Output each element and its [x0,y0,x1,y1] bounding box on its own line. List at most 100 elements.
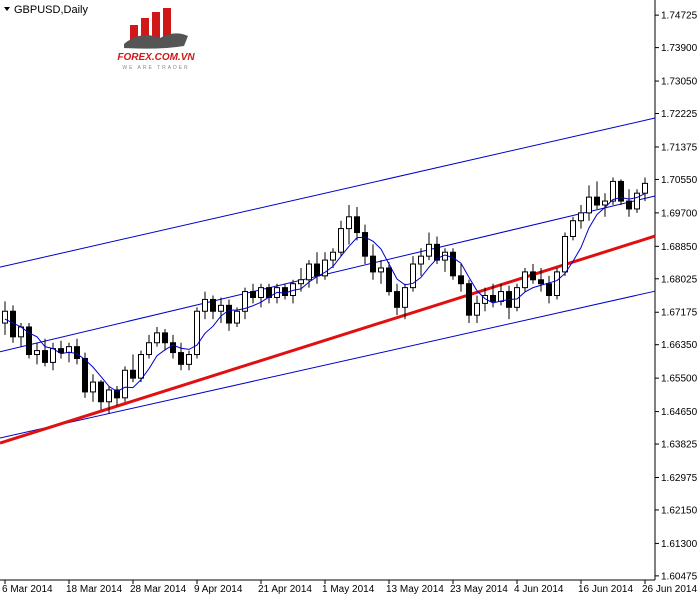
candle-body [378,267,384,273]
candle-body [42,350,48,363]
candle-body [530,271,536,281]
candle-body [298,279,304,285]
candle-body [50,348,56,363]
candle-body [194,310,200,356]
candle-body [466,283,472,316]
candle-body [354,216,360,234]
candle-body [474,302,480,316]
candle-body [250,291,256,298]
candle-body [162,332,168,344]
y-tick-label: 1.68025 [661,274,698,285]
y-tick-label: 1.63825 [661,440,698,451]
candle-body [314,263,320,277]
candle-body [602,200,608,206]
candle-body [322,259,328,277]
candle-body [402,287,408,308]
watermark-logo [124,8,188,49]
candle-body [282,287,288,297]
y-tick-label: 1.69700 [661,208,698,219]
candle-body [562,235,568,273]
candle-body [586,196,592,214]
candle-body [498,291,504,302]
candle-body [2,310,8,324]
candle-body [122,369,128,399]
candle-body [554,271,560,297]
x-tick-label: 13 May 2014 [386,584,444,595]
candle-body [210,298,216,312]
candle-body [58,348,64,354]
candle-body [82,357,88,393]
candle-body [578,212,584,222]
candle-body [426,243,432,257]
y-tick-label: 1.65500 [661,374,698,385]
candle-body [594,196,600,206]
candle-body [346,216,352,230]
candle-body [98,381,104,403]
y-tick-label: 1.62150 [661,505,698,516]
candle-body [306,263,312,281]
candle-body [226,304,232,324]
candle-body [634,192,640,210]
candle-body [490,295,496,302]
watermark-title: FOREX.COM.VN [117,52,195,63]
candle-body [546,283,552,297]
x-tick-label: 21 Apr 2014 [258,584,312,595]
candle-body [26,326,32,356]
candle-body [242,291,248,312]
candle-body [154,332,160,344]
candle-body [362,232,368,257]
candle-body [178,352,184,365]
candle-body [458,275,464,285]
candle-body [618,180,624,202]
y-tick-label: 1.68850 [661,242,698,253]
candle-body [106,389,112,403]
candle-body [218,304,224,312]
candle-body [434,243,440,261]
candle-body [34,350,40,356]
candle-body [570,220,576,237]
x-tick-label: 9 Apr 2014 [194,584,243,595]
y-tick-label: 1.61300 [661,539,698,550]
candle-body [330,251,336,261]
candle-body [202,298,208,312]
candle-body [418,255,424,265]
candle-body [386,267,392,293]
candle-body [642,182,648,194]
watermark-subtitle: WE ARE TRADER [122,65,189,71]
x-tick-label: 28 Mar 2014 [130,584,187,595]
candle-body [138,354,144,379]
candle-body [522,271,528,289]
y-tick-label: 1.62975 [661,473,698,484]
x-tick-label: 18 Mar 2014 [66,584,123,595]
x-tick-label: 16 Jun 2014 [578,584,633,595]
y-tick-label: 1.72225 [661,109,698,120]
y-tick-label: 1.73050 [661,77,698,88]
candle-body [610,180,616,202]
y-tick-label: 1.66350 [661,340,698,351]
x-tick-label: 23 May 2014 [450,584,508,595]
candle-body [130,369,136,379]
candle-body [410,263,416,289]
candle-body [450,251,456,277]
menu-arrow[interactable] [4,7,10,11]
candle-body [146,342,152,356]
x-tick-label: 26 Jun 2014 [642,584,697,595]
candle-body [186,354,192,365]
y-tick-label: 1.73900 [661,43,698,54]
y-tick-label: 1.64650 [661,407,698,418]
candle-body [90,381,96,393]
candle-body [370,255,376,273]
y-tick-label: 1.71375 [661,142,698,153]
chart-title: GBPUSD,Daily [14,4,88,16]
candle-body [394,291,400,308]
x-tick-label: 1 May 2014 [322,584,375,595]
candle-body [626,200,632,210]
y-tick-label: 1.74725 [661,11,698,22]
y-tick-label: 1.60475 [661,571,698,582]
moving-average [4,193,646,393]
candle-body [170,342,176,354]
candle-body [234,310,240,324]
candle-body [258,287,264,298]
